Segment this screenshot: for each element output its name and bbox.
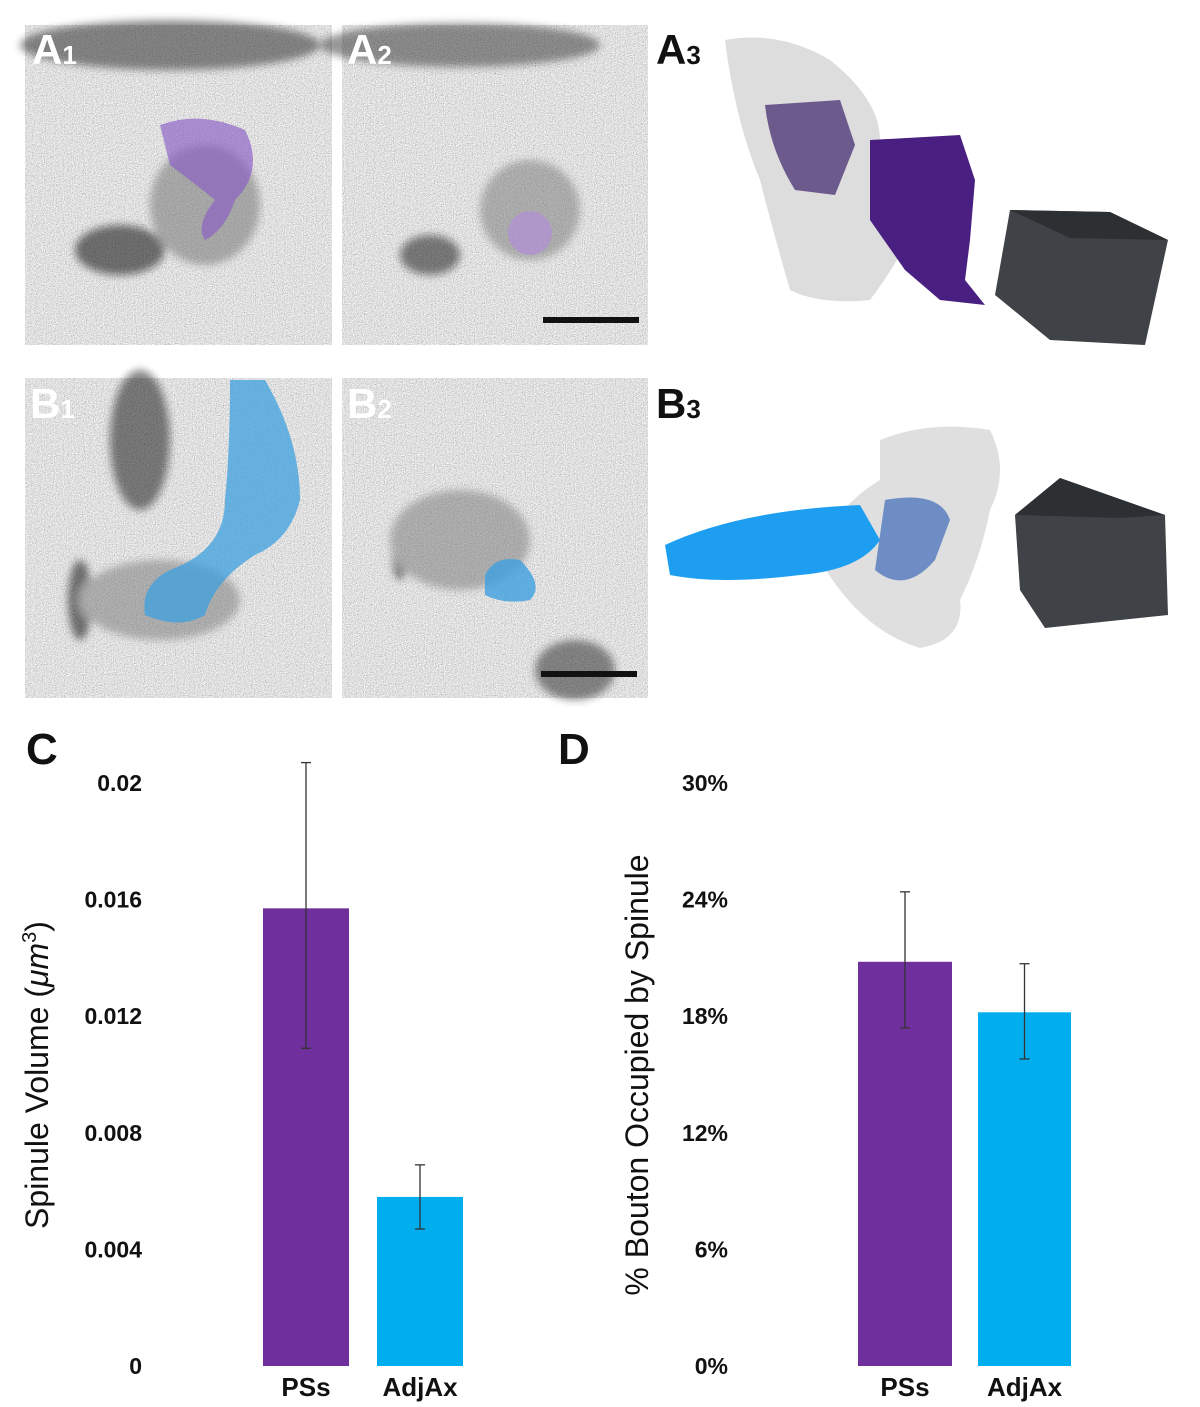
x-tick-label: PSs — [880, 1372, 929, 1402]
panel-label-d: D — [558, 725, 590, 774]
y-tick-label: 0 — [129, 1353, 142, 1379]
scale-bar — [541, 671, 637, 677]
y-tick-label: 18% — [682, 1003, 728, 1029]
panel-label-a3: A3 — [656, 26, 701, 73]
em-image-b1: B1 — [25, 370, 332, 698]
em-image-b2: B2 — [342, 378, 648, 700]
panel-label-b1: B1 — [30, 380, 75, 427]
y-tick-label: 0.008 — [84, 1120, 142, 1146]
y-axis-label-d: % Bouton Occupied by Spinule — [619, 854, 655, 1295]
panel-label-b2: B2 — [347, 380, 392, 427]
panel-label-a2: A2 — [347, 26, 392, 73]
error-bar-adjax — [415, 1164, 425, 1230]
em-image-a1: A1 — [20, 20, 332, 345]
bar-pss — [858, 961, 952, 1366]
y-axis-label-c: Spinule Volume (μm3) — [19, 921, 55, 1229]
panel-label-b3: B3 — [656, 380, 701, 427]
error-bar-adjax — [1019, 963, 1030, 1060]
y-tick-label: 30% — [682, 770, 728, 796]
y-tick-label: 0.004 — [84, 1236, 142, 1262]
error-bar-pss — [301, 761, 311, 1049]
chart-c-spinule-volume: C Spinule Volume (μm3) 0 0.004 0.008 0.012 0… — [19, 725, 463, 1402]
chart-d-bouton-occupied: D % Bouton Occupied by Spinule 0% 6% 12% 18… — [558, 725, 1071, 1402]
reconstruction-a3: A3 — [656, 26, 1168, 345]
bar-adjax — [978, 1012, 1071, 1366]
y-tick-label: 0.02 — [97, 770, 142, 796]
panel-label-a1: A1 — [32, 26, 77, 73]
x-tick-label: PSs — [281, 1372, 330, 1402]
panel-label-c: C — [26, 725, 58, 774]
error-bar-pss — [900, 891, 910, 1029]
y-tick-label: 0.016 — [84, 887, 142, 913]
scale-bar — [543, 317, 639, 323]
y-tick-label: 6% — [695, 1236, 728, 1262]
x-tick-label: AdjAx — [987, 1372, 1063, 1402]
y-tick-label: 0.012 — [84, 1003, 142, 1029]
em-image-a2: A2 — [320, 23, 648, 345]
y-tick-label: 24% — [682, 887, 728, 913]
y-tick-label: 12% — [682, 1120, 728, 1146]
x-tick-label: AdjAx — [382, 1372, 458, 1402]
reconstruction-b3: B3 — [656, 380, 1168, 648]
y-tick-label: 0% — [695, 1353, 728, 1379]
